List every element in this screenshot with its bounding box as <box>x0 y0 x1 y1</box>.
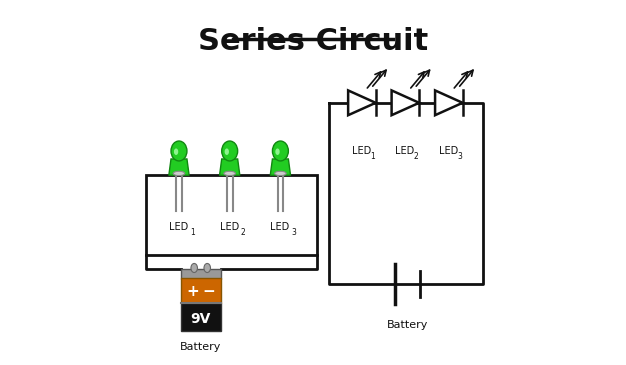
Ellipse shape <box>222 141 238 161</box>
Text: LED: LED <box>439 146 458 155</box>
Text: 2: 2 <box>414 152 418 161</box>
Text: LED: LED <box>395 146 414 155</box>
Text: 3: 3 <box>291 228 296 237</box>
Ellipse shape <box>272 141 289 161</box>
Ellipse shape <box>204 264 210 273</box>
Text: 9V: 9V <box>190 312 211 326</box>
Text: −: − <box>202 284 215 299</box>
Ellipse shape <box>173 171 185 176</box>
Ellipse shape <box>225 149 229 155</box>
FancyBboxPatch shape <box>146 175 317 255</box>
Text: 1: 1 <box>370 152 375 161</box>
Text: 1: 1 <box>190 228 195 237</box>
Polygon shape <box>270 159 290 175</box>
Ellipse shape <box>191 264 197 273</box>
Text: LED: LED <box>220 222 239 231</box>
Ellipse shape <box>224 171 235 176</box>
Text: Battery: Battery <box>180 342 222 352</box>
Text: LED: LED <box>352 146 371 155</box>
Text: +: + <box>187 284 199 299</box>
Ellipse shape <box>275 171 286 176</box>
Text: Series Circuit: Series Circuit <box>198 27 428 56</box>
Text: LED: LED <box>270 222 289 231</box>
Polygon shape <box>392 91 419 115</box>
Polygon shape <box>169 159 189 175</box>
Ellipse shape <box>171 141 187 161</box>
Polygon shape <box>348 91 376 115</box>
Ellipse shape <box>174 149 178 155</box>
Bar <box>181 303 220 331</box>
Text: Battery: Battery <box>386 320 428 330</box>
Text: 2: 2 <box>240 228 245 237</box>
Ellipse shape <box>275 149 280 155</box>
Text: LED: LED <box>169 222 188 231</box>
Polygon shape <box>220 159 240 175</box>
Polygon shape <box>435 91 463 115</box>
Bar <box>181 269 220 279</box>
Text: 3: 3 <box>457 152 462 161</box>
Bar <box>181 278 220 303</box>
